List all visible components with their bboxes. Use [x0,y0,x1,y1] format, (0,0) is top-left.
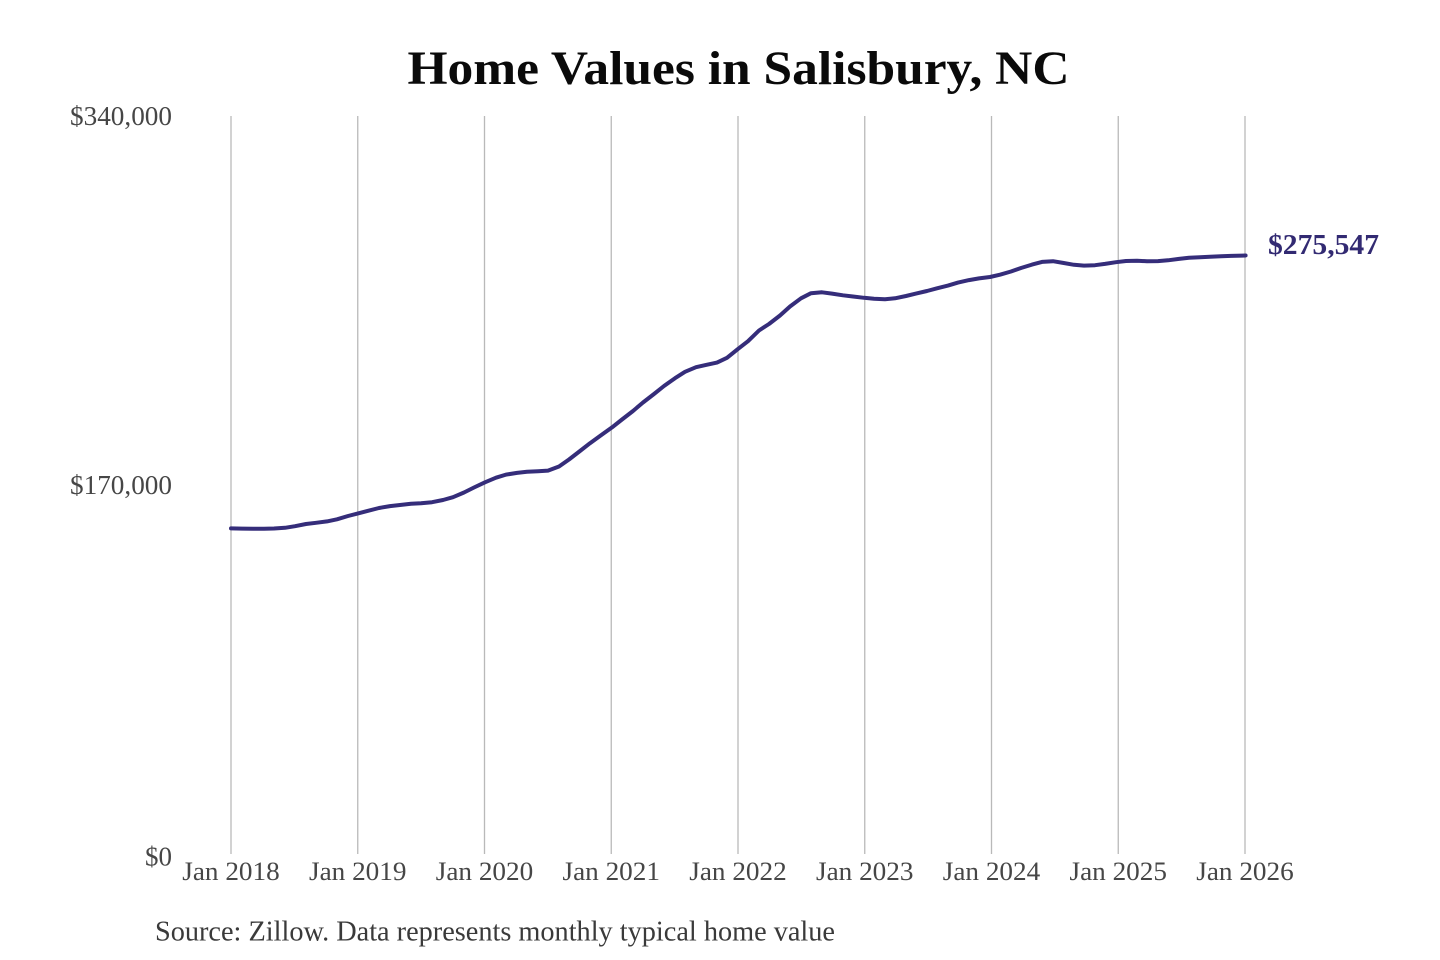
svg-text:Jan 2023: Jan 2023 [816,857,914,886]
svg-text:$0: $0 [145,842,172,872]
svg-text:Jan 2026: Jan 2026 [1196,857,1294,886]
svg-text:Jan 2018: Jan 2018 [182,857,280,886]
svg-text:Jan 2019: Jan 2019 [309,857,407,886]
svg-text:Jan 2024: Jan 2024 [943,857,1041,886]
svg-text:$340,000: $340,000 [70,101,172,131]
svg-text:Jan 2020: Jan 2020 [436,857,534,886]
svg-text:Jan 2022: Jan 2022 [689,857,787,886]
svg-text:Jan 2025: Jan 2025 [1070,857,1168,886]
svg-text:$275,547: $275,547 [1268,230,1379,261]
svg-text:$170,000: $170,000 [70,470,172,500]
svg-text:Jan 2021: Jan 2021 [563,857,661,886]
svg-text:Source: Zillow. Data represent: Source: Zillow. Data represents monthly … [155,916,835,948]
svg-text:Home Values in Salisbury, NC: Home Values in Salisbury, NC [408,42,1070,95]
